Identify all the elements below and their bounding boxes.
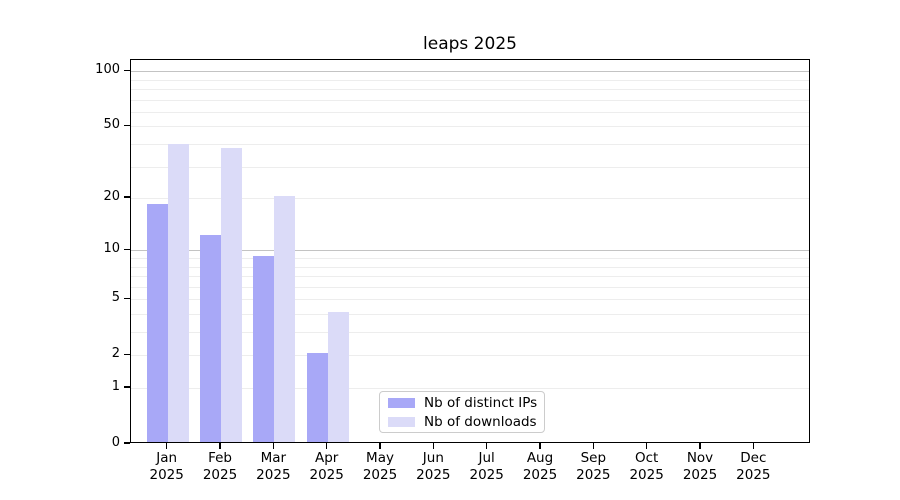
- y-axis-tick-mark: [124, 386, 130, 388]
- gridline-minor: [131, 257, 809, 259]
- gridline-minor: [131, 266, 809, 268]
- legend-label-downloads: Nb of downloads: [424, 413, 537, 430]
- legend-swatch-downloads: [388, 416, 415, 427]
- y-axis-tick-mark: [124, 248, 130, 250]
- y-axis-tick-mark: [124, 353, 130, 355]
- x-axis-tick-mark: [379, 443, 381, 449]
- bar-distinct-ips-feb: [200, 234, 222, 442]
- x-axis-tick-label-sep: Sep 2025: [563, 450, 623, 484]
- y-axis-tick-label: 1: [111, 379, 120, 394]
- y-axis-tick-label: 5: [111, 290, 120, 306]
- x-axis-tick-year: 2025: [362, 467, 398, 483]
- gridline-minor: [131, 332, 809, 333]
- y-axis-tick-label: 100: [95, 62, 120, 78]
- bar-downloads-apr: [327, 312, 349, 442]
- x-axis-tick-mark: [646, 443, 648, 449]
- x-axis-tick-mark: [272, 443, 274, 449]
- gridline-minor: [131, 111, 809, 113]
- x-axis-tick-label-feb: Feb 2025: [190, 450, 250, 484]
- gridline-minor: [131, 89, 809, 90]
- gridline-minor: [131, 126, 809, 128]
- x-axis-tick-year: 2025: [256, 467, 291, 483]
- x-axis-tick-year: 2025: [416, 467, 451, 483]
- x-axis-tick-year: 2025: [202, 467, 238, 483]
- bar-distinct-ips-mar: [253, 256, 275, 442]
- x-axis-tick-label-dec: Dec 2025: [723, 450, 783, 484]
- y-axis-tick-label: 10: [103, 241, 120, 257]
- legend-item-distinct-ips: Nb of distinct IPs: [388, 394, 538, 411]
- gridline-minor: [131, 198, 809, 200]
- bar-downloads-jan: [167, 144, 189, 442]
- bar-distinct-ips-apr: [306, 353, 328, 442]
- x-axis-tick-label-nov: Nov 2025: [670, 450, 730, 484]
- x-axis-tick-mark: [592, 443, 594, 449]
- gridline-minor: [131, 144, 809, 145]
- y-axis-tick-mark: [124, 196, 130, 198]
- x-axis-tick-label-mar: Mar 2025: [243, 450, 303, 484]
- x-axis-tick-year: 2025: [629, 467, 664, 483]
- x-axis-tick-mark: [166, 443, 168, 449]
- x-axis-tick-mark: [699, 443, 701, 449]
- x-axis-tick-label-may: May 2025: [350, 450, 410, 484]
- x-axis-tick-label-aug: Aug 2025: [510, 450, 570, 484]
- legend: Nb of distinct IPs Nb of downloads: [379, 391, 545, 433]
- x-axis-tick-year: 2025: [469, 467, 504, 483]
- gridline-minor: [131, 166, 809, 168]
- gridline-minor: [131, 286, 809, 288]
- x-axis-tick-mark: [432, 443, 434, 449]
- y-axis-tick-label: 2: [111, 346, 120, 362]
- x-axis-tick-year: 2025: [309, 467, 344, 483]
- gridline-minor: [131, 299, 809, 301]
- legend-label-distinct-ips: Nb of distinct IPs: [424, 394, 538, 411]
- x-axis-tick-mark: [219, 443, 221, 449]
- gridline-minor: [131, 388, 809, 389]
- gridline-major: [131, 250, 809, 252]
- y-axis-tick-label: 20: [103, 189, 120, 205]
- chart-title: leaps 2025: [423, 34, 517, 54]
- y-axis-tick-mark: [124, 442, 130, 444]
- y-axis-tick-mark: [124, 297, 130, 299]
- x-axis-tick-year: 2025: [736, 467, 771, 483]
- gridline-minor: [131, 276, 809, 278]
- bar-distinct-ips-jan: [146, 204, 168, 442]
- gridline-minor: [131, 313, 809, 315]
- legend-swatch-distinct-ips: [388, 397, 415, 408]
- x-axis-tick-label-jan: Jan 2025: [137, 450, 197, 484]
- gridline-minor: [131, 79, 809, 81]
- gridline-major: [131, 71, 809, 73]
- bar-downloads-feb: [221, 148, 243, 442]
- x-axis-tick-year: 2025: [149, 467, 184, 483]
- x-axis-tick-year: 2025: [576, 467, 611, 483]
- x-axis-tick-mark: [539, 443, 541, 449]
- y-axis-tick-label: 0: [111, 435, 120, 450]
- x-axis-tick-year: 2025: [522, 467, 558, 483]
- x-axis-tick-mark: [326, 443, 328, 449]
- gridline-minor: [131, 99, 809, 101]
- plot-area: [130, 59, 810, 443]
- x-axis-tick-mark: [752, 443, 754, 449]
- y-axis-tick-label: 50: [103, 117, 120, 133]
- x-axis-tick-label-jul: Jul 2025: [457, 450, 517, 484]
- gridline-minor: [131, 355, 809, 357]
- x-axis-tick-label-oct: Oct 2025: [617, 450, 677, 484]
- x-axis-tick-year: 2025: [682, 467, 718, 483]
- x-axis-tick-label-apr: Apr 2025: [297, 450, 357, 484]
- bar-downloads-mar: [274, 196, 296, 442]
- y-axis-tick-mark: [124, 124, 130, 126]
- x-axis-tick-label-jun: Jun 2025: [403, 450, 463, 484]
- y-axis-tick-mark: [124, 69, 130, 71]
- legend-item-downloads: Nb of downloads: [388, 413, 537, 430]
- x-axis-tick-mark: [486, 443, 488, 449]
